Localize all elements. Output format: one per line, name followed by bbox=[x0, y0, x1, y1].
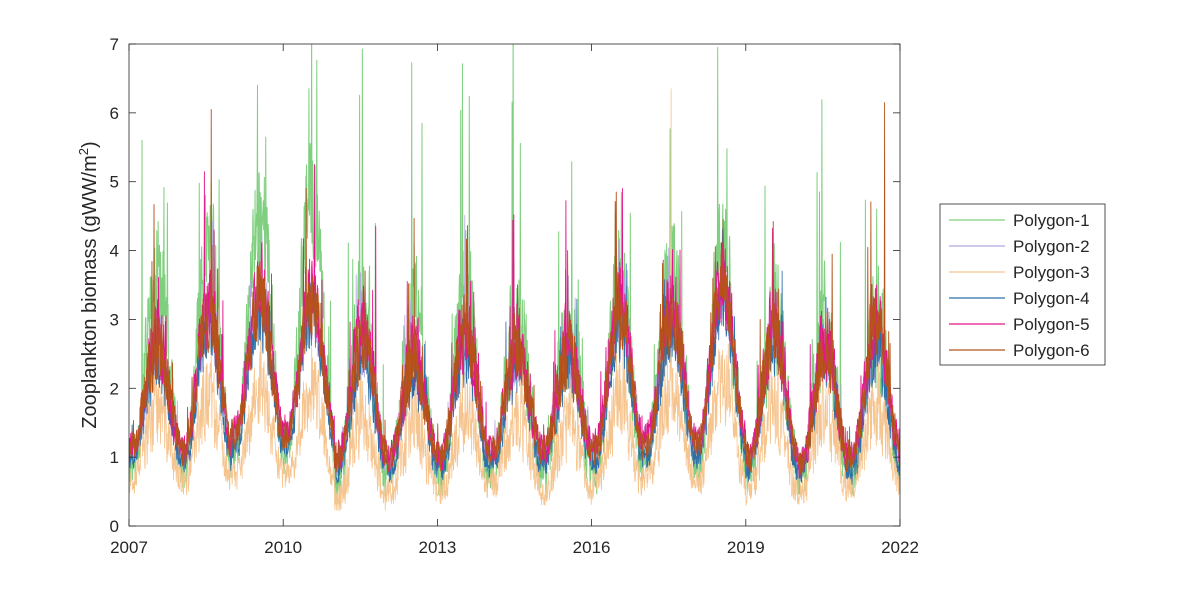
y-tick-label: 6 bbox=[110, 104, 119, 123]
legend-label: Polygon-2 bbox=[1013, 237, 1090, 256]
legend-items: Polygon-1 Polygon-2 Polygon-3 Polygon-4 Poly… bbox=[949, 211, 1090, 360]
y-tick-label: 5 bbox=[110, 173, 119, 192]
y-tick-label: 1 bbox=[110, 448, 119, 467]
y-tick-label: 4 bbox=[110, 242, 119, 261]
legend-label: Polygon-6 bbox=[1013, 341, 1090, 360]
legend-label: Polygon-3 bbox=[1013, 263, 1090, 282]
x-tick-label: 2019 bbox=[727, 538, 765, 557]
x-tick-label: 2016 bbox=[573, 538, 611, 557]
legend-box bbox=[939, 203, 1106, 366]
y-tick-label: 2 bbox=[110, 379, 119, 398]
series-line-polygon-3 bbox=[129, 88, 900, 512]
axes-box bbox=[128, 43, 901, 527]
ticks-layer: 2007 2010 2013 2016 2019 2022 0 1 2 3 4 5 6 7 bbox=[110, 35, 919, 557]
series-layer bbox=[129, 44, 900, 512]
x-tick-label: 2013 bbox=[418, 538, 456, 557]
y-axis-label-main: Zooplankton biomass (gWW/m bbox=[79, 155, 101, 428]
y-tick-label: 3 bbox=[110, 310, 119, 329]
y-axis-label-close: ) bbox=[79, 141, 101, 148]
legend-label: Polygon-1 bbox=[1013, 211, 1090, 230]
legend: Polygon-1 Polygon-2 Polygon-3 Polygon-4 Poly… bbox=[939, 203, 1106, 366]
y-tick-label: 0 bbox=[110, 517, 119, 536]
y-axis-label-superscript: 2 bbox=[76, 148, 91, 155]
legend-label: Polygon-5 bbox=[1013, 315, 1090, 334]
plot-area: 2007 2010 2013 2016 2019 2022 0 1 2 3 4 5 6 7 bbox=[110, 35, 919, 557]
x-tick-label: 2010 bbox=[264, 538, 302, 557]
y-axis-label: Zooplankton biomass (gWW/m2) bbox=[76, 141, 101, 428]
svg-text:Zooplankton biomass (gWW/m2): Zooplankton biomass (gWW/m2) bbox=[76, 141, 101, 428]
y-tick-label: 7 bbox=[110, 35, 119, 54]
x-tick-label: 2022 bbox=[881, 538, 919, 557]
x-tick-label: 2007 bbox=[110, 538, 148, 557]
legend-label: Polygon-4 bbox=[1013, 289, 1090, 308]
series-line-polygon-6 bbox=[129, 102, 900, 476]
